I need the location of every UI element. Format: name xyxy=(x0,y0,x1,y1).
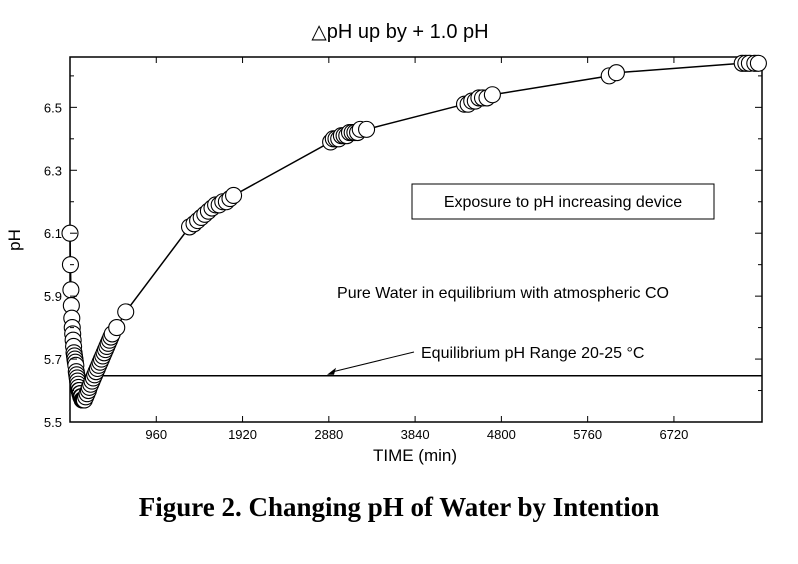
reference-line-leader xyxy=(332,351,415,373)
x-tick-label: 4800 xyxy=(487,427,516,442)
y-tick-label: 6.3 xyxy=(44,163,62,178)
data-point xyxy=(358,120,376,138)
y-tick-label: 5.5 xyxy=(44,415,62,430)
data-point xyxy=(483,86,501,104)
data-series xyxy=(61,54,767,409)
plot-frame xyxy=(69,56,763,423)
x-tick-label: 960 xyxy=(145,427,167,442)
x-axis-label: TIME (min) xyxy=(373,446,457,465)
y-tick-label: 5.9 xyxy=(44,289,62,304)
ph-chart: △pH up by + 1.0 pH 960 1920 2880 3840 4800 57… xyxy=(5,21,767,465)
chart-title: △pH up by + 1.0 pH xyxy=(311,21,488,43)
figure-caption: Figure 2. Changing pH of Water by Intent… xyxy=(138,492,660,522)
y-tick-label: 6.5 xyxy=(44,100,62,115)
y-tick-label: 5.7 xyxy=(44,352,62,367)
annotation-box xyxy=(411,183,715,220)
equilibrium-reference-line xyxy=(70,351,762,377)
x-tick-label: 2880 xyxy=(314,427,343,442)
x-tick-label: 5760 xyxy=(573,427,602,442)
data-point xyxy=(607,64,625,82)
annotation-pure-water: Pure Water in equilibrium with atmospher… xyxy=(337,285,669,302)
data-point xyxy=(225,186,243,204)
reference-line-label: Equilibrium pH Range 20-25 °C xyxy=(421,345,644,362)
data-point xyxy=(62,281,80,299)
x-tick-label: 3840 xyxy=(401,427,430,442)
data-point xyxy=(749,54,767,72)
y-tick-label: 6.1 xyxy=(44,226,62,241)
data-point xyxy=(117,303,135,321)
series-line xyxy=(69,62,759,401)
x-tick-label: 6720 xyxy=(659,427,688,442)
y-axis-label: pH xyxy=(5,229,24,251)
annotation-exposure: Exposure to pH increasing device xyxy=(444,194,682,211)
x-tick-label: 1920 xyxy=(228,427,257,442)
axes: 960 1920 2880 3840 4800 5760 6720 5.5 5.7 5.9 6.1 6… xyxy=(44,57,762,442)
reference-line-arrowhead xyxy=(327,367,336,375)
data-point xyxy=(108,319,126,337)
